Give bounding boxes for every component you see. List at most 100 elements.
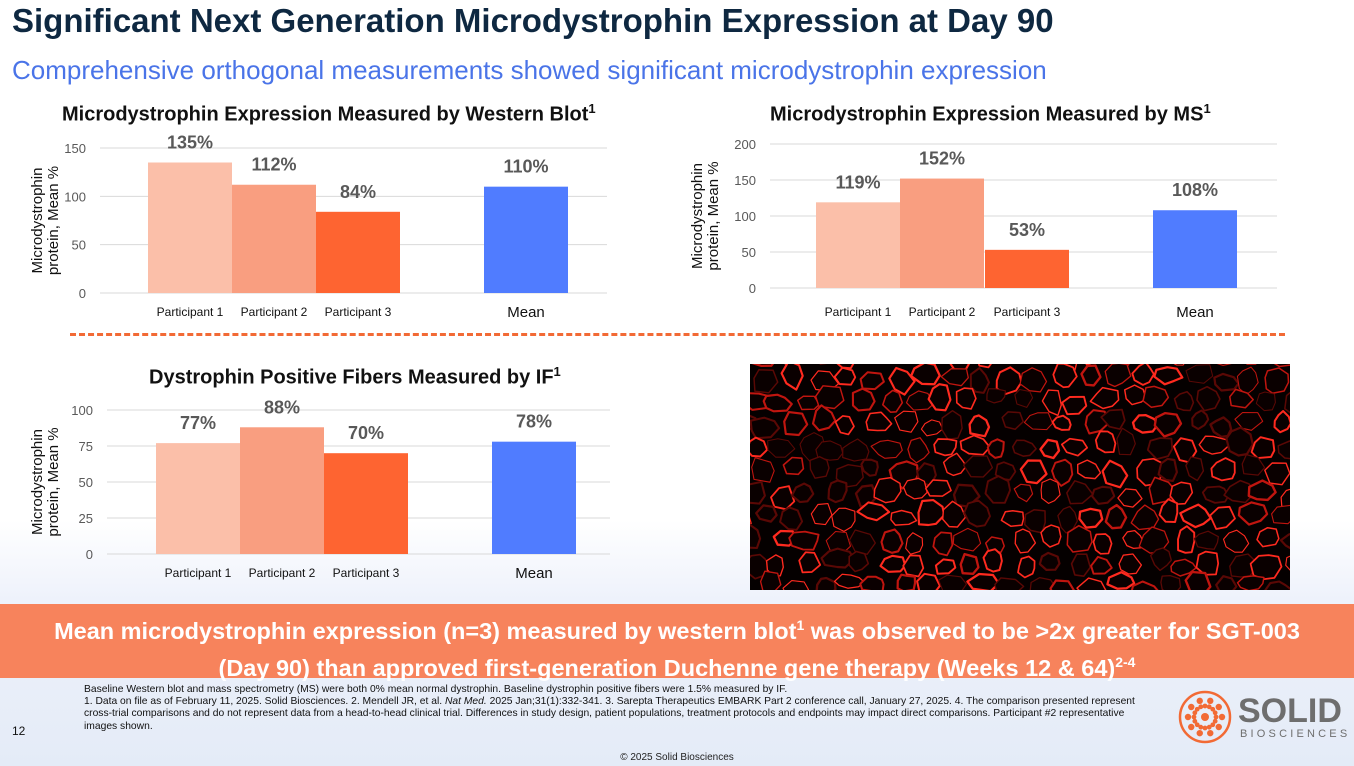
muscle-fiber (1216, 364, 1232, 366)
muscle-fiber (890, 509, 918, 526)
muscle-fiber (767, 438, 796, 458)
y-tick-label: 50 (72, 238, 86, 253)
muscle-fiber (1049, 579, 1075, 590)
logo-dot (1215, 723, 1222, 731)
muscle-fiber (1014, 388, 1034, 408)
muscle-fiber (942, 452, 968, 477)
muscle-fiber (873, 476, 902, 504)
muscle-fiber (1215, 575, 1238, 590)
muscle-fiber (902, 477, 928, 500)
muscle-fiber (755, 504, 778, 523)
muscle-fiber (927, 383, 952, 412)
banner-sup: 2-4 (1115, 653, 1136, 670)
banner-text: (Day 90) than approved first-generation … (218, 654, 1116, 681)
data-label: 108% (1172, 180, 1218, 200)
muscle-fiber (856, 501, 891, 522)
muscle-fiber (759, 570, 782, 590)
muscle-fiber (1229, 388, 1254, 409)
muscle-fiber (1271, 504, 1290, 525)
muscle-fiber (938, 574, 968, 590)
muscle-fiber (1193, 530, 1220, 550)
bar-participant-3 (985, 249, 1069, 288)
muscle-fiber (1195, 550, 1220, 576)
x-tick-label: Participant 3 (333, 566, 400, 580)
muscle-fiber (750, 516, 752, 526)
muscle-fiber (751, 364, 775, 368)
bar-participant-1 (816, 202, 900, 288)
muscle-fiber (1104, 503, 1128, 530)
muscle-fiber (932, 531, 954, 557)
muscle-fiber (814, 385, 845, 410)
muscle-fiber (1153, 411, 1183, 438)
muscle-fiber (860, 458, 879, 477)
muscle-fiber (1277, 440, 1290, 460)
muscle-fiber (941, 500, 967, 528)
logo-dot (1218, 713, 1226, 721)
chart-title-sup: 1 (553, 364, 561, 379)
muscle-fiber (1117, 488, 1143, 508)
logo-dot (1191, 714, 1197, 720)
muscle-fiber (1090, 555, 1113, 575)
muscle-fiber (952, 527, 982, 552)
logo-dot (1192, 718, 1198, 724)
muscle-fiber (1284, 391, 1290, 414)
logo-mark-icon (1178, 690, 1232, 744)
logo-dot (1202, 703, 1208, 709)
muscle-fiber (750, 416, 781, 440)
chart-title-sup: 1 (588, 101, 596, 116)
muscle-fiber (1222, 529, 1250, 553)
muscle-fiber (751, 457, 775, 483)
muscle-fiber (896, 573, 917, 590)
muscle-fiber (833, 573, 866, 589)
muscle-fiber (1066, 524, 1093, 553)
x-tick-label: Participant 2 (909, 305, 976, 319)
logo-dot (1210, 706, 1216, 712)
muscle-fiber (955, 387, 977, 410)
muscle-fiber (902, 554, 925, 578)
logo-dot (1206, 704, 1212, 710)
chart-western-blot: Microdystrophinprotein, Mean % 0 50 100 150 1… (29, 133, 607, 321)
muscle-fiber (1209, 505, 1236, 530)
muscle-fiber (879, 554, 907, 573)
muscle-fiber (1191, 409, 1210, 431)
muscle-fiber (1280, 488, 1290, 508)
logo-dot (1206, 724, 1212, 730)
muscle-fiber (984, 536, 1005, 553)
muscle-fiber (1092, 533, 1113, 555)
muscle-fiber (1076, 577, 1107, 590)
muscle-fiber (1118, 553, 1143, 575)
muscle-fiber (916, 572, 941, 590)
muscle-fiber (1279, 533, 1290, 550)
muscle-fiber (782, 580, 810, 590)
muscle-fiber (1179, 503, 1212, 529)
logo-dot (1192, 710, 1198, 716)
y-tick-label: 75 (79, 439, 93, 454)
bar-participant-2 (232, 184, 316, 293)
muscle-fiber (1264, 462, 1290, 486)
muscle-fiber (842, 438, 870, 462)
muscle-fiber (1150, 547, 1172, 572)
muscle-fiber (1142, 385, 1170, 409)
muscle-fiber (963, 499, 991, 528)
x-tick-label: Mean (515, 565, 553, 582)
muscle-fiber (782, 456, 805, 476)
x-tick-label: Participant 3 (994, 305, 1061, 319)
x-tick-label: Mean (1176, 304, 1214, 321)
muscle-fiber (753, 369, 779, 394)
data-label: 53% (1009, 220, 1045, 240)
muscle-fiber (977, 364, 992, 369)
chart-title-ms: Microdystrophin Expression Measured by M… (770, 101, 1211, 127)
bar-mean (484, 186, 568, 293)
muscle-fiber (820, 547, 856, 569)
data-label: 78% (516, 412, 552, 432)
bar-participant-2 (900, 178, 984, 288)
muscle-fiber (995, 366, 1023, 395)
muscle-fiber (1041, 389, 1062, 416)
x-tick-label: Participant 2 (249, 566, 316, 580)
muscle-fiber (1236, 366, 1259, 396)
chart-title-sup: 1 (1203, 101, 1211, 116)
x-tick-label: Participant 2 (241, 305, 308, 319)
muscle-fiber (1040, 524, 1062, 548)
muscle-fiber (1001, 411, 1024, 431)
muscle-fiber (1201, 485, 1230, 504)
